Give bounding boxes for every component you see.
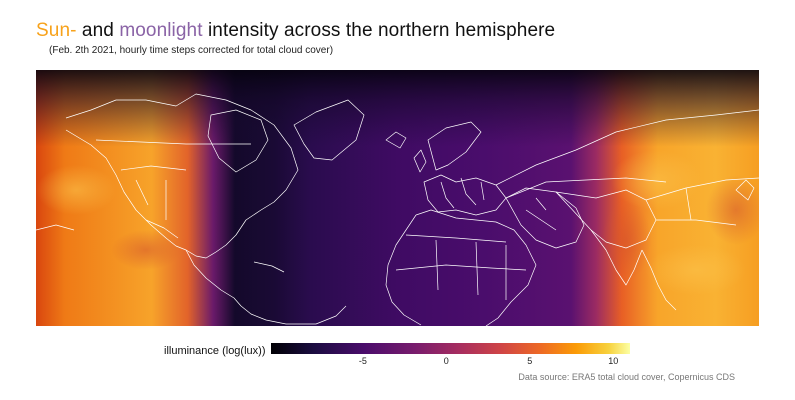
russia-north-coast [495, 109, 759, 186]
europe [423, 174, 507, 216]
title-and: and [76, 20, 120, 41]
hudson-bay [207, 109, 269, 173]
legend-tick-label: 0 [443, 356, 449, 366]
europe-borders [440, 177, 485, 209]
central-asia [555, 189, 657, 249]
southeast-asia [641, 249, 677, 311]
title-rest: intensity across the northern hemisphere [202, 20, 556, 41]
africa-north [415, 209, 537, 326]
legend-tick-label: 10 [608, 356, 619, 366]
us-mexico-border [145, 219, 179, 239]
central-america [185, 249, 242, 307]
cloud-texture [36, 150, 759, 295]
russia-south-border [505, 177, 667, 199]
iceland [385, 131, 407, 149]
middle-east-borders [525, 197, 557, 231]
map-svg [36, 70, 759, 326]
japan [735, 179, 755, 201]
north-america-coast [65, 93, 299, 253]
legend-tick-mark [446, 354, 448, 357]
africa-borders [395, 234, 527, 300]
us-canada-border [95, 139, 251, 145]
legend-tick-mark [613, 354, 615, 357]
data-source-note: Data source: ERA5 total cloud cover, Cop… [518, 372, 735, 382]
british-isles [413, 149, 427, 173]
greenland [293, 99, 365, 161]
china-borders [645, 177, 759, 226]
legend-colorbar [271, 343, 630, 354]
us-state-borders [120, 165, 187, 220]
chart-title: Sun- and moonlight intensity across the … [36, 20, 555, 42]
legend-tick-label: -5 [358, 356, 367, 366]
legend-tick-mark [362, 354, 364, 357]
title-sun: Sun- [36, 20, 77, 41]
gulf-coast [175, 245, 217, 259]
middle-east [505, 187, 585, 249]
pacific-coast [65, 129, 177, 247]
india [590, 229, 643, 286]
africa-west [385, 214, 422, 326]
legend-title: illuminance (log(lux)) [164, 345, 266, 357]
west-pacific-coast [36, 224, 75, 231]
scandinavia [427, 121, 482, 171]
south-america-north [240, 305, 347, 325]
legend-tick-mark [529, 354, 531, 357]
country-borders [36, 93, 759, 326]
chart-subtitle: (Feb. 2th 2021, hourly time steps correc… [49, 45, 334, 56]
cuba [253, 261, 285, 273]
title-moon: moonlight [119, 20, 203, 41]
legend-tick-label: 5 [527, 356, 533, 366]
illuminance-map [36, 70, 759, 326]
